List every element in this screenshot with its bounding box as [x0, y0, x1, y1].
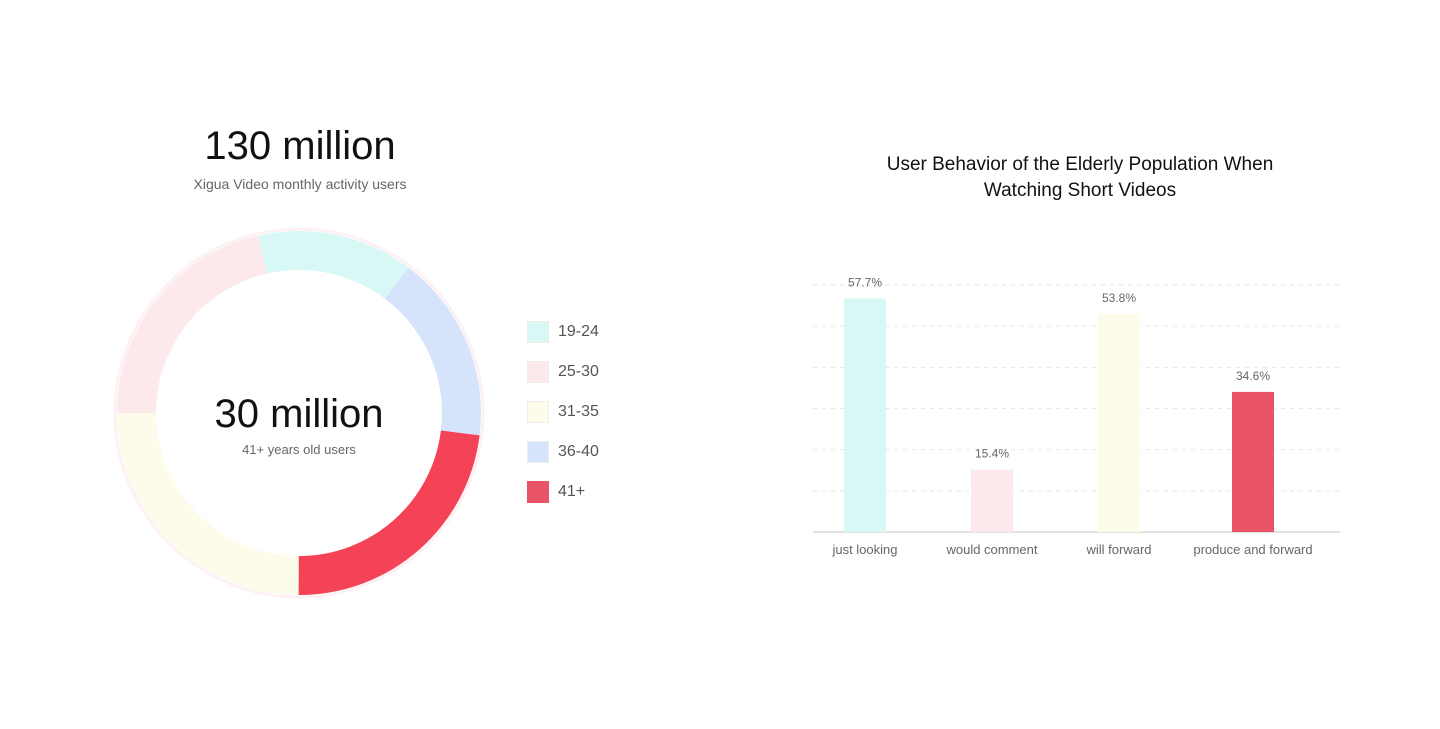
- bar-1: [971, 469, 1013, 532]
- bar-3: [1232, 391, 1274, 532]
- center-label: 41+ years old users: [242, 442, 356, 457]
- donut-slice-36-40: [385, 267, 481, 436]
- bar-data-label: 15.4%: [975, 447, 1009, 461]
- legend-swatch: [527, 481, 549, 503]
- donut-slice-25-30: [117, 235, 267, 413]
- legend-label: 36-40: [558, 443, 599, 460]
- legend-swatch: [527, 361, 549, 383]
- legend-label: 19-24: [558, 323, 599, 340]
- legend-label: 25-30: [558, 363, 599, 380]
- legend-swatch: [527, 401, 549, 423]
- bar-data-label: 57.7%: [848, 275, 882, 289]
- legend-swatch: [527, 441, 549, 463]
- donut-shadow: [113, 227, 485, 599]
- legend-item: 31-35: [527, 400, 599, 424]
- legend-label: 41+: [558, 483, 586, 500]
- center-value: 30 million: [214, 392, 384, 436]
- bar-data-label: 53.8%: [1102, 291, 1136, 305]
- x-tick-label: would comment: [945, 542, 1037, 557]
- donut-slice-41+: [298, 430, 480, 595]
- donut-chart: [113, 227, 485, 599]
- total-users-label: Xigua Video monthly activity users: [193, 176, 407, 192]
- legend-item: 36-40: [527, 440, 599, 464]
- x-tick-label: just looking: [831, 542, 897, 557]
- legend-swatch: [527, 321, 549, 343]
- x-tick-label: produce and forward: [1193, 542, 1312, 557]
- legend-label: 31-35: [558, 403, 599, 420]
- legend-item: 25-30: [527, 360, 599, 384]
- x-tick-label: will forward: [1085, 542, 1151, 557]
- bar-title-line: User Behavior of the Elderly Population …: [886, 154, 1274, 175]
- bar-title-line: Watching Short Videos: [983, 180, 1177, 201]
- legend-item: 19-24: [527, 320, 599, 344]
- donut-slice-31-35: [117, 412, 299, 595]
- bar-data-label: 34.6%: [1236, 369, 1270, 383]
- bar-0: [844, 298, 886, 532]
- bar-2: [1098, 314, 1140, 532]
- total-users-value: 130 million: [204, 124, 396, 168]
- legend-item: 41+: [527, 480, 585, 504]
- bar-chart-title: User Behavior of the Elderly Population …: [820, 152, 1340, 204]
- donut-slice-19-24: [258, 231, 409, 299]
